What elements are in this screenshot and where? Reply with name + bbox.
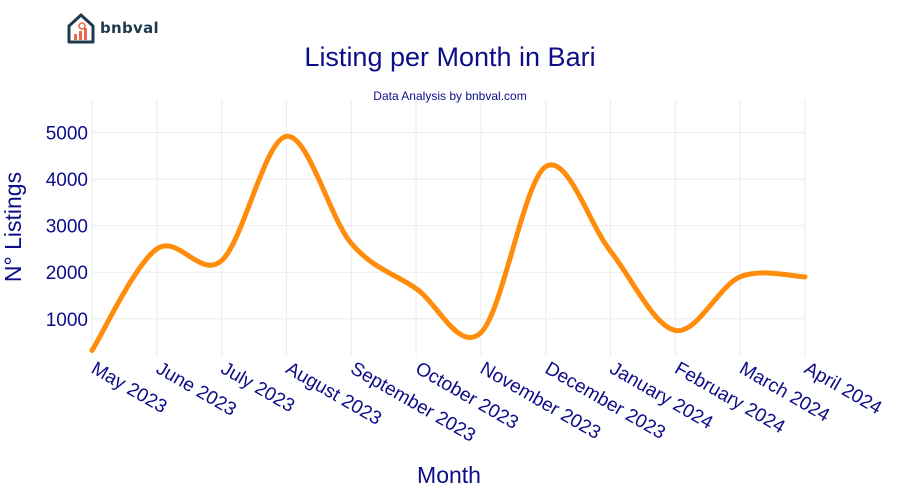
- y-tick-label: 5000: [46, 124, 88, 145]
- y-tick-label: 2000: [46, 263, 88, 284]
- series-line: [89, 133, 808, 353]
- data-point: [414, 286, 419, 291]
- y-tick-label: 1000: [46, 310, 88, 331]
- x-axis-label: Month: [417, 462, 481, 488]
- y-tick-label: 3000: [46, 217, 88, 238]
- brand-logo: bnbval: [66, 12, 159, 44]
- y-tick-labels: 1000 2000 3000 4000 5000: [46, 124, 88, 331]
- data-point: [284, 134, 289, 139]
- data-point: [154, 246, 159, 251]
- y-tick-label: 4000: [46, 170, 88, 191]
- data-point: [478, 330, 483, 335]
- x-tick-label: February 2024: [671, 358, 789, 438]
- data-point: [543, 164, 548, 169]
- brand-name: bnbval: [100, 19, 159, 37]
- y-axis-label: N° Listings: [0, 172, 26, 282]
- chart-title: Listing per Month in Bari: [304, 42, 596, 72]
- house-chart-icon: [67, 13, 95, 44]
- data-point: [608, 249, 613, 254]
- data-point: [90, 348, 94, 353]
- data-point: [673, 328, 678, 333]
- data-point: [219, 258, 224, 263]
- grid-lines: [91, 100, 806, 356]
- chart-subtitle: Data Analysis by bnbval.com: [373, 89, 527, 103]
- data-point: [349, 241, 354, 246]
- data-point: [803, 274, 807, 279]
- series-layer: [89, 133, 808, 353]
- data-point: [738, 274, 743, 279]
